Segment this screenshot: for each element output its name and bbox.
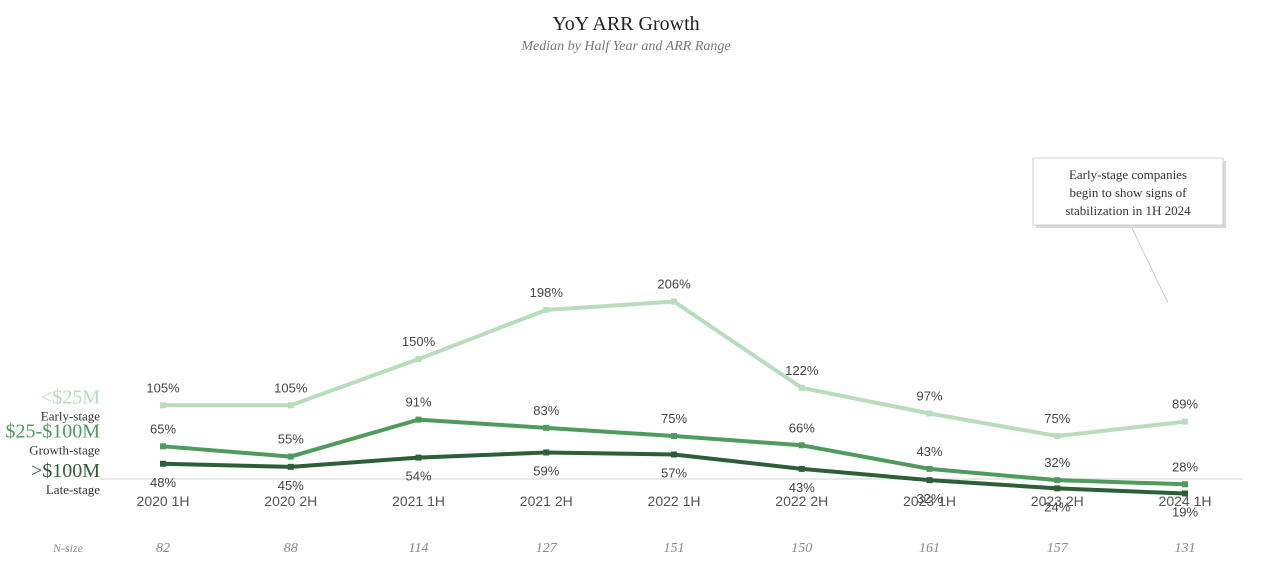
annotation-box: [1032, 157, 1224, 226]
series-2-point-2020-1h: [160, 443, 166, 450]
series-3-data-label-2024-1h: 19%: [1172, 505, 1198, 520]
series-1-point-2023-2h: [1054, 433, 1061, 440]
series-3-point-2024-1h: [1182, 490, 1188, 497]
x-tick-2023-2h: 2023 2H: [1031, 493, 1084, 509]
series-1-legend-name: <$25M: [41, 386, 100, 408]
n-size-2020-2h: 88: [284, 541, 298, 556]
series-3-legend-sublabel: Late-stage: [46, 482, 100, 497]
series-2-point-2020-2h: [287, 453, 294, 460]
annotation-line-2: begin to show signs of: [1070, 185, 1188, 200]
series-1-data-label-2024-1h: 89%: [1172, 397, 1198, 412]
series-3-data-label-2022-1h: 57%: [661, 466, 687, 481]
x-tick-2021-1h: 2021 1H: [392, 493, 445, 509]
series-2-data-label-2020-1h: 65%: [150, 421, 176, 436]
chart-subtitle: Median by Half Year and ARR Range: [520, 39, 730, 54]
series-2-data-label-2024-1h: 28%: [1172, 459, 1198, 474]
series-1-data-label-2023-1h: 97%: [916, 388, 942, 403]
series-1-data-label-2020-1h: 105%: [146, 380, 180, 395]
data-labels: 105% 105% 150% 198% 206% 122% 97% 75% 89% 65% 55% 9…: [146, 277, 1198, 520]
series-3-point-2021-2h: [543, 449, 550, 456]
series-3-data-label-2023-2h: 24%: [1044, 499, 1070, 514]
series-2-point-2024-1h: [1182, 481, 1188, 488]
n-size-2021-2h: 127: [536, 541, 558, 556]
series-1-point-2021-1h: [415, 356, 422, 363]
series-3-data-label-2020-2h: 45%: [278, 478, 304, 493]
series-1-point-2020-1h: [160, 402, 166, 409]
series-1-data-label-2023-2h: 75%: [1044, 411, 1070, 426]
series-3-data-label-2021-2h: 59%: [533, 463, 559, 478]
series-2-point-2023-1h: [926, 465, 933, 472]
series-2-point-2021-1h: [415, 416, 422, 423]
series-2-legend-sublabel: Growth-stage: [29, 442, 100, 457]
series-3-data-label-2023-1h: 32%: [916, 491, 942, 506]
x-tick-2022-2h: 2022 2H: [775, 493, 828, 509]
series-2-data-label-2021-2h: 83%: [533, 403, 559, 418]
n-size-row: N-size 82 88 114 127 151 150 161 157 131: [52, 541, 1196, 556]
series-3-legend-name: >$100M: [31, 460, 100, 482]
annotation-leader: [1130, 225, 1169, 304]
n-size-2022-1h: 151: [664, 541, 685, 556]
series-1-point-2022-2h: [798, 384, 805, 391]
series-2-legend-name: $25-$100M: [6, 420, 101, 442]
x-tick-2020-1h: 2020 1H: [137, 493, 190, 509]
x-tick-2024-1h: 2024 1H: [1159, 493, 1212, 509]
x-tick-2022-1h: 2022 1H: [648, 493, 701, 509]
x-tick-2021-2h: 2021 2H: [520, 493, 573, 509]
series-2-data-label-2020-2h: 55%: [278, 432, 304, 447]
series-1-data-label-2022-1h: 206%: [657, 277, 691, 292]
series-1-point-2024-1h: [1182, 418, 1188, 425]
series-3-point-2020-2h: [287, 463, 294, 470]
n-size-2020-1h: 82: [156, 541, 170, 556]
series-2-point-2022-2h: [798, 442, 805, 449]
n-size-2021-1h: 114: [409, 541, 429, 556]
annotation: Early-stage companies begin to show sign…: [1032, 157, 1226, 304]
series-3-point-2023-2h: [1054, 485, 1061, 492]
series-1-data-label-2021-2h: 198%: [530, 285, 564, 300]
series-2-data-label-2022-1h: 75%: [661, 411, 687, 426]
annotation-line-1: Early-stage companies: [1069, 167, 1187, 182]
series-3-data-label-2020-1h: 48%: [150, 475, 176, 490]
series-1-point-2021-2h: [543, 306, 550, 313]
series-1-data-label-2021-1h: 150%: [402, 334, 436, 349]
series-3-point-2023-1h: [926, 477, 933, 484]
series-3-point-2022-2h: [798, 465, 805, 472]
series-3-point-2021-1h: [415, 454, 422, 461]
series-3-data-label-2021-1h: 54%: [405, 469, 431, 484]
series-2-data-label-2022-2h: 66%: [789, 420, 815, 435]
series-3-data-label-2022-2h: 43%: [789, 480, 815, 495]
x-tick-2023-1h: 2023 1H: [903, 493, 956, 509]
x-tick-2020-2h: 2020 2H: [264, 493, 317, 509]
series-2-data-label-2023-2h: 32%: [1044, 455, 1070, 470]
series-points: [160, 298, 1188, 497]
series-1-data-label-2020-2h: 105%: [274, 380, 308, 395]
series-2-data-label-2023-1h: 43%: [916, 444, 942, 459]
n-size-2023-1h: 161: [919, 541, 940, 556]
n-size-2022-2h: 150: [791, 541, 812, 556]
series-2-point-2021-2h: [543, 424, 550, 431]
series-1-point-2023-1h: [926, 410, 933, 417]
n-size-2023-2h: 157: [1047, 541, 1069, 556]
series-1-data-label-2022-2h: 122%: [785, 363, 819, 378]
series-3-point-2022-1h: [671, 451, 677, 458]
series-2-data-label-2021-1h: 91%: [405, 395, 431, 410]
series-1-point-2020-2h: [287, 402, 294, 409]
series-2-point-2022-1h: [671, 433, 677, 440]
n-size-label: N-size: [52, 541, 84, 555]
n-size-2024-1h: 131: [1175, 541, 1196, 556]
series-1-legend-sublabel: Early-stage: [41, 408, 100, 423]
chart-title: YoY ARR Growth: [552, 13, 699, 35]
series-2-point-2023-2h: [1054, 477, 1061, 484]
annotation-line-3: stabilization in 1H 2024: [1065, 203, 1191, 218]
series-3-point-2020-1h: [160, 460, 166, 467]
series-1-point-2022-1h: [671, 298, 677, 305]
x-tick-labels: 2020 1H 2020 2H 2021 1H 2021 2H 2022 1H 2022 …: [137, 493, 1212, 509]
